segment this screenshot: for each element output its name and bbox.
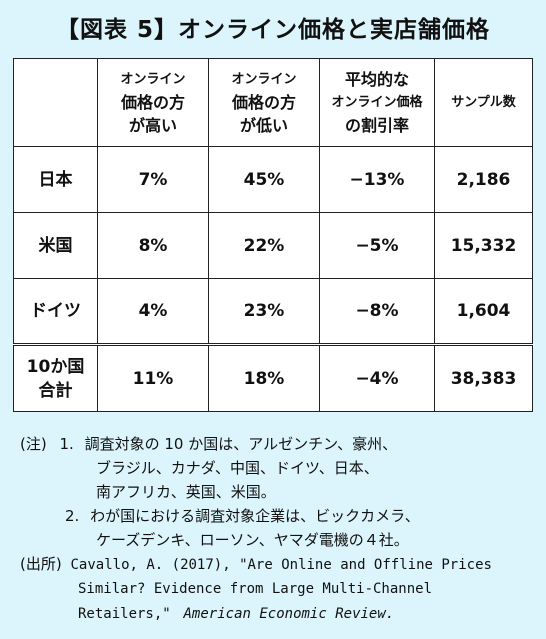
header-online-higher: オンライン 価格の方 が高い xyxy=(97,58,209,147)
cell-samples: 1,604 xyxy=(434,278,533,345)
table-row-total: 10か国 合計 11% 18% −4% 38,383 xyxy=(13,343,533,412)
cell-online-lower: 45% xyxy=(208,146,320,213)
source-line-3: Retailers," American Economic Review. xyxy=(78,606,395,622)
cell-samples: 2,186 xyxy=(434,146,533,213)
note-1-line-1: (注) 1. 調査対象の 10 か国は、アルゼンチン、豪州、 xyxy=(20,435,398,453)
note-1-line-2: ブラジル、カナダ、中国、ドイツ、日本、 xyxy=(96,459,379,477)
row-name: 米国 xyxy=(13,212,98,279)
header-sample-size: サンプル数 xyxy=(434,58,533,147)
note-1-number: 1. xyxy=(59,435,74,453)
cell-online-lower: 22% xyxy=(208,212,320,279)
cell-online-higher: 8% xyxy=(97,212,209,279)
header-empty xyxy=(13,58,98,147)
note-2-line-2: ケーズデンキ、ローソン、ヤマダ電機の４社。 xyxy=(96,531,409,549)
figure-title: 【図表 5】オンライン価格と実店舗価格 xyxy=(55,17,490,43)
row-name: ドイツ xyxy=(13,278,98,345)
cell-online-lower: 23% xyxy=(208,278,320,345)
cell-discount: −5% xyxy=(319,212,435,279)
source-line-2: Similar? Evidence from Large Multi-Chann… xyxy=(78,581,433,597)
price-comparison-table: オンライン 価格の方 が高い オンライン 価格の方 が低い 平均的な オンライン… xyxy=(13,58,533,412)
table-row-germany: ドイツ 4% 23% −8% 1,604 xyxy=(13,278,533,345)
table-header-row: オンライン 価格の方 が高い オンライン 価格の方 が低い 平均的な オンライン… xyxy=(13,58,533,147)
cell-discount: −4% xyxy=(319,343,435,412)
cell-online-lower: 18% xyxy=(208,343,320,412)
journal-name: American Economic Review. xyxy=(183,606,395,622)
table-row-usa: 米国 8% 22% −5% 15,332 xyxy=(13,212,533,279)
row-name: 10か国 合計 xyxy=(13,343,98,412)
cell-discount: −13% xyxy=(319,146,435,213)
notes-section: (注) 1. 調査対象の 10 か国は、アルゼンチン、豪州、 ブラジル、カナダ、… xyxy=(20,432,540,626)
note-2-line-1: 2. わが国における調査対象企業は、ビックカメラ、 xyxy=(65,507,420,525)
note-2-number: 2. xyxy=(65,507,80,525)
source-line-1: (出所) Cavallo, A. (2017), "Are Online and… xyxy=(20,555,492,573)
cell-samples: 15,332 xyxy=(434,212,533,279)
cell-discount: −8% xyxy=(319,278,435,345)
header-discount-rate: 平均的な オンライン価格 の割引率 xyxy=(319,58,435,147)
row-name: 日本 xyxy=(13,146,98,213)
cell-online-higher: 11% xyxy=(97,343,209,412)
note-label: (注) xyxy=(20,435,47,453)
cell-samples: 38,383 xyxy=(434,343,533,412)
source-label: (出所) xyxy=(20,555,62,573)
header-online-lower: オンライン 価格の方 が低い xyxy=(208,58,320,147)
note-1-line-3: 南アフリカ、英国、米国。 xyxy=(96,483,276,501)
table-row-japan: 日本 7% 45% −13% 2,186 xyxy=(13,146,533,213)
cell-online-higher: 7% xyxy=(97,146,209,213)
cell-online-higher: 4% xyxy=(97,278,209,345)
